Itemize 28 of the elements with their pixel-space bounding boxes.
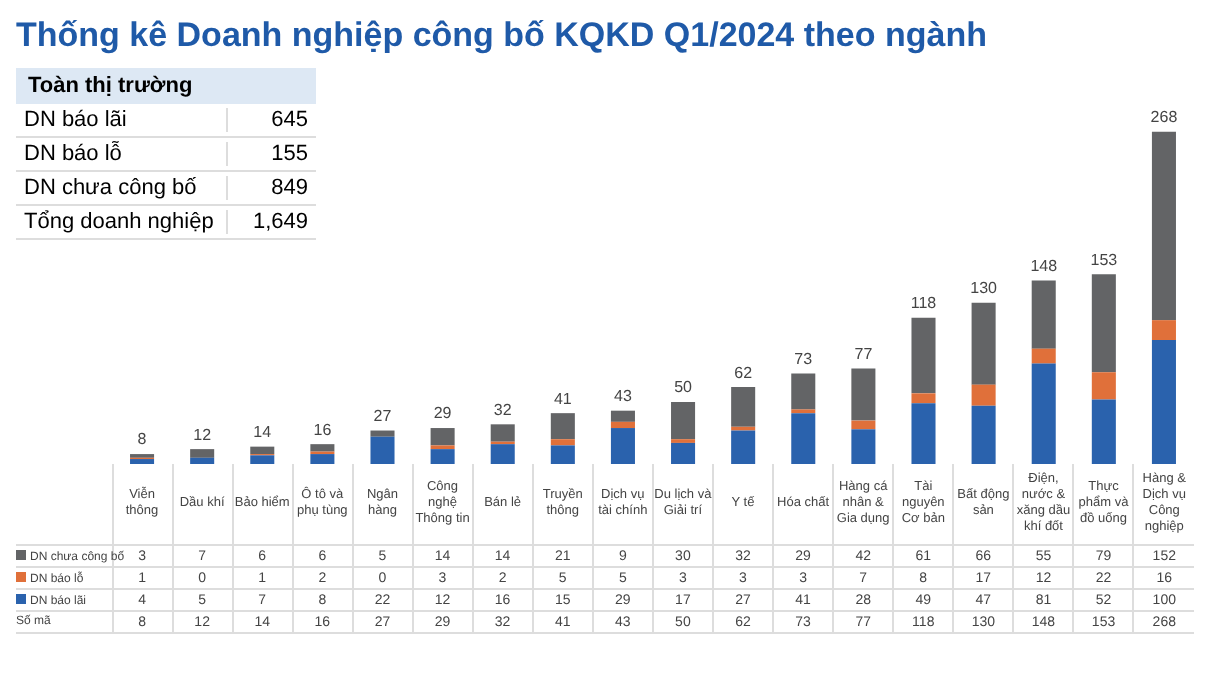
category-label: DN báo lỗ [24,142,124,166]
total-label: 50 [674,378,694,397]
category-label: Tổng doanh nghiệp [24,210,216,234]
total-label: 62 [734,363,754,382]
text: 1,649 [252,210,308,234]
total-label: 27 [373,406,393,425]
text: 645 [271,108,308,132]
total-label: 29 [433,404,453,423]
total-label: 268 [1150,108,1179,127]
total-label: 130 [970,279,999,298]
total-label: 16 [313,420,333,439]
text: Toàn thị trường [16,68,316,104]
total-label: 12 [193,425,213,444]
total-label: 41 [553,389,573,408]
total-label: 77 [854,344,874,363]
total-label: 14 [253,423,273,442]
total-label: 118 [910,294,938,313]
total-label: 73 [794,349,814,368]
category-label: DN báo lãi [24,108,129,132]
total-label: 32 [493,400,513,419]
total-label: 8 [137,430,148,449]
text: 155 [271,142,308,166]
total-label: 153 [1090,250,1119,269]
text: 849 [271,176,308,200]
total-label: 148 [1030,256,1059,275]
total-label: 43 [614,387,633,406]
category-label: DN chưa công bố [24,176,199,200]
chart-title: Thống kê Doanh nghiệp công bố KQKD Q1/2024 theo ngành [16,16,989,58]
